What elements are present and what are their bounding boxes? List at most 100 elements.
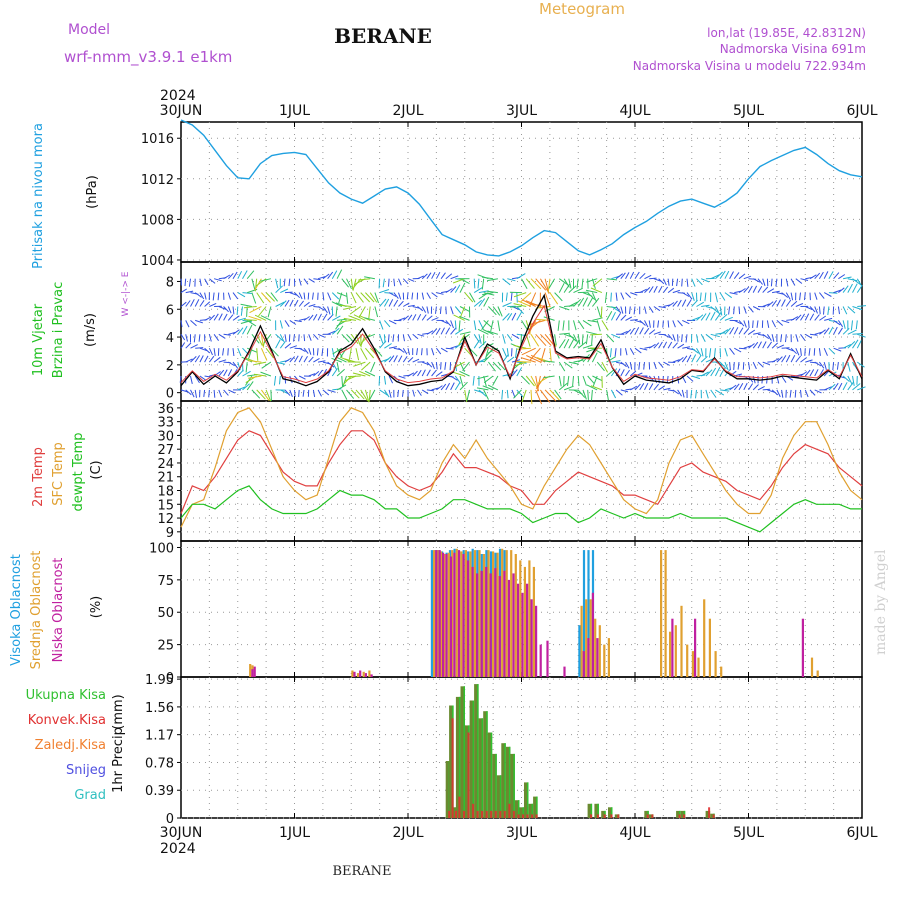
wind-arrow bbox=[336, 356, 347, 363]
low_cloud-bar bbox=[694, 618, 697, 677]
wind-arrow bbox=[488, 306, 497, 316]
wind-arrow bbox=[663, 333, 671, 339]
wind-arrow bbox=[203, 389, 206, 397]
wind-arrow bbox=[213, 371, 221, 377]
wind-arrow bbox=[478, 389, 487, 397]
wind-arrow bbox=[649, 277, 657, 280]
wind-arrow bbox=[644, 320, 649, 328]
wind-arrow bbox=[530, 354, 546, 363]
wind-arrow bbox=[804, 389, 809, 398]
wind-arrow bbox=[540, 333, 552, 346]
wind-arrow bbox=[771, 334, 775, 342]
wind-arrow bbox=[318, 360, 326, 363]
mid_cloud-bar bbox=[487, 550, 490, 677]
precip_total-bar bbox=[519, 807, 524, 818]
wind-arrow bbox=[227, 348, 229, 356]
wind-arrow bbox=[473, 286, 483, 294]
wind-arrow bbox=[630, 385, 638, 391]
wind-arrow bbox=[648, 343, 656, 349]
wind-arrow bbox=[412, 314, 417, 321]
wind-arrow bbox=[335, 306, 338, 317]
wind-arrow bbox=[431, 387, 439, 391]
wind-arrow bbox=[445, 273, 453, 280]
wind-arrow bbox=[317, 313, 322, 321]
wind-arrow bbox=[298, 292, 303, 300]
wind-arrow bbox=[756, 320, 759, 328]
wind-arrow bbox=[781, 319, 790, 324]
wind-arrow bbox=[606, 389, 609, 401]
wind-arrow bbox=[288, 278, 291, 287]
precip_total-bar bbox=[705, 810, 711, 818]
wind-arrow bbox=[847, 329, 857, 335]
precip-total-highlight bbox=[477, 684, 479, 818]
low_cloud-bar bbox=[489, 573, 492, 677]
precip_total-bar bbox=[478, 718, 484, 818]
wind-arrow bbox=[270, 292, 278, 302]
wind-arrow bbox=[814, 331, 823, 335]
wind-arrow bbox=[454, 284, 461, 293]
wind-arrow bbox=[596, 320, 601, 332]
wind-arrow bbox=[629, 347, 635, 355]
wind-arrow bbox=[258, 306, 267, 317]
wind-arrow bbox=[275, 285, 283, 293]
wind-arrow bbox=[303, 292, 306, 300]
wind-arrow bbox=[850, 320, 853, 331]
wind-arrow bbox=[526, 355, 541, 363]
wind-arrow bbox=[213, 348, 216, 356]
wind-arrow bbox=[223, 389, 229, 396]
wind-arrow bbox=[450, 327, 457, 335]
wind-arrow bbox=[331, 357, 342, 363]
wind-arrow bbox=[502, 334, 506, 344]
wind-arrow bbox=[823, 361, 827, 371]
mid_cloud-bar bbox=[368, 670, 371, 677]
precip_total-bar bbox=[449, 705, 454, 818]
low_cloud-bar bbox=[596, 638, 599, 677]
wind-arrow bbox=[232, 292, 239, 300]
wind-arrow bbox=[331, 270, 338, 279]
wind-arrow bbox=[349, 306, 361, 315]
precip_conv-bar bbox=[603, 814, 606, 818]
wind-arrow bbox=[336, 368, 345, 377]
wind-arrow bbox=[513, 303, 527, 307]
low_cloud-bar bbox=[530, 599, 533, 677]
wind-arrow bbox=[733, 327, 739, 335]
y-tick-label: 25 bbox=[157, 639, 174, 654]
mid_cloud-bar bbox=[660, 550, 663, 677]
wind-arrow bbox=[393, 299, 399, 307]
low_cloud-bar bbox=[449, 556, 453, 677]
wind-arrow bbox=[516, 273, 526, 280]
wind-arrow bbox=[506, 313, 513, 321]
wind-arrow bbox=[237, 327, 244, 335]
wind-arrow bbox=[842, 306, 848, 315]
mid_cloud-bar bbox=[492, 551, 495, 677]
wind-arrow bbox=[242, 319, 252, 323]
wind-arrow bbox=[543, 375, 555, 379]
low_cloud-bar bbox=[535, 605, 538, 677]
wind-arrow bbox=[776, 344, 785, 349]
y-tick-label: 0.39 bbox=[145, 784, 174, 799]
wind-arrow bbox=[657, 320, 660, 328]
wind-arrow bbox=[554, 292, 563, 302]
wind-arrow bbox=[289, 299, 294, 307]
wind-arrow bbox=[478, 341, 487, 349]
precip-total-highlight bbox=[486, 711, 488, 818]
wind-arrow bbox=[180, 320, 183, 328]
mid_cloud-bar bbox=[607, 638, 610, 677]
precip_conv-bar bbox=[708, 807, 711, 818]
y-tick-label: 6 bbox=[166, 303, 174, 318]
wind-arrow bbox=[298, 278, 302, 286]
wind-arrow bbox=[733, 362, 735, 370]
wind-arrow bbox=[369, 389, 376, 400]
wind-arrow bbox=[402, 315, 409, 321]
wind-arrow bbox=[492, 361, 502, 371]
wind-arrow bbox=[672, 320, 676, 328]
wind-arrow bbox=[662, 341, 668, 349]
wind-arrow bbox=[477, 278, 480, 289]
panel-frame bbox=[180, 676, 863, 819]
wind-axis-name: 10m Vjetar bbox=[31, 303, 46, 376]
wind-arrow bbox=[701, 278, 710, 283]
wind-arrow bbox=[719, 292, 726, 301]
wind-arrow bbox=[232, 315, 240, 321]
precip_total-bar bbox=[533, 796, 538, 818]
wind-arrow bbox=[653, 342, 660, 349]
